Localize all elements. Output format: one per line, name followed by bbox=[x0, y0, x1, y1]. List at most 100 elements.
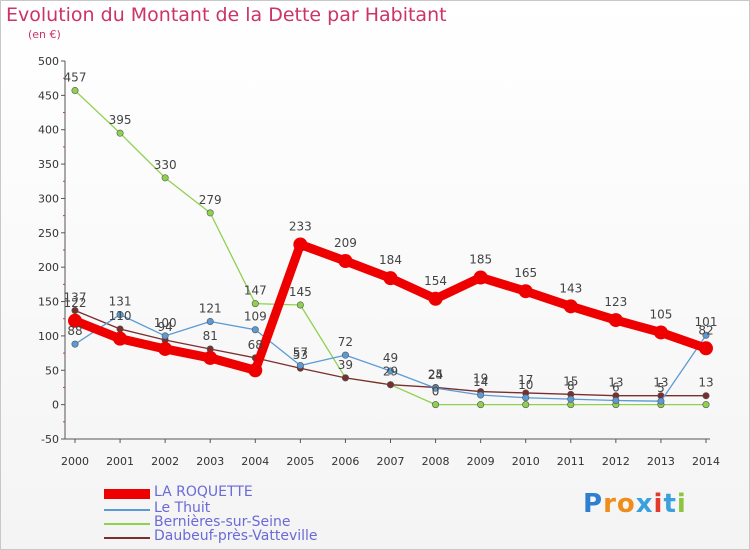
data-label: 184 bbox=[379, 253, 402, 267]
x-tick-label: 2011 bbox=[557, 455, 585, 468]
data-label: 185 bbox=[469, 252, 492, 266]
data-point bbox=[386, 367, 394, 375]
y-tick-label: 300 bbox=[38, 192, 59, 205]
data-label: 29 bbox=[383, 365, 398, 379]
data-point bbox=[522, 394, 530, 402]
legend-swatch bbox=[104, 489, 150, 499]
x-tick-label: 2009 bbox=[467, 455, 495, 468]
data-label: 5 bbox=[657, 381, 665, 395]
y-tick-label: 400 bbox=[38, 124, 59, 137]
x-tick-label: 2000 bbox=[61, 455, 89, 468]
data-label: 39 bbox=[338, 358, 353, 372]
data-label: 110 bbox=[109, 309, 132, 323]
data-point bbox=[432, 401, 440, 409]
y-tick-label: 150 bbox=[38, 296, 59, 309]
data-point bbox=[158, 341, 173, 356]
data-label: 105 bbox=[649, 307, 672, 321]
data-label: 72 bbox=[338, 335, 353, 349]
data-point bbox=[161, 174, 169, 182]
data-point bbox=[522, 401, 530, 409]
data-label: 457 bbox=[64, 71, 87, 85]
data-point bbox=[206, 209, 214, 217]
x-tick-label: 2008 bbox=[422, 455, 450, 468]
data-label: 209 bbox=[334, 236, 357, 250]
logo-letter: t bbox=[663, 489, 677, 519]
data-point bbox=[702, 331, 710, 339]
logo-letter: r bbox=[603, 489, 617, 519]
x-tick-label: 2013 bbox=[647, 455, 675, 468]
data-point bbox=[612, 397, 620, 405]
data-label: 19 bbox=[473, 372, 488, 386]
data-label: 53 bbox=[293, 348, 308, 362]
y-tick-label: -50 bbox=[41, 433, 59, 446]
logo-letter: i bbox=[676, 489, 687, 519]
x-tick-label: 2002 bbox=[151, 455, 179, 468]
data-label: 279 bbox=[199, 193, 222, 207]
x-tick-label: 2006 bbox=[331, 455, 359, 468]
data-label: 68 bbox=[248, 338, 263, 352]
data-point bbox=[563, 299, 578, 314]
data-point bbox=[477, 391, 485, 399]
data-label: 395 bbox=[109, 113, 132, 127]
data-point bbox=[203, 350, 218, 365]
data-label: 109 bbox=[244, 310, 267, 324]
data-label: 6 bbox=[612, 381, 620, 395]
data-point bbox=[702, 401, 710, 409]
chart-title: Evolution du Montant de la Dette par Hab… bbox=[6, 4, 447, 26]
data-label: 147 bbox=[244, 284, 267, 298]
logo-letter: x bbox=[635, 489, 654, 519]
data-point bbox=[386, 381, 394, 389]
data-point bbox=[653, 325, 668, 340]
data-label: 101 bbox=[695, 315, 718, 329]
x-tick-label: 2005 bbox=[286, 455, 314, 468]
data-point bbox=[71, 87, 79, 95]
legend-label: Le Thuit bbox=[154, 500, 211, 516]
data-label: 25 bbox=[428, 367, 443, 381]
data-point bbox=[116, 325, 124, 333]
data-label: 24 bbox=[428, 368, 443, 382]
legend-label: Bernières-sur-Seine bbox=[154, 514, 291, 530]
x-tick-label: 2003 bbox=[196, 455, 224, 468]
data-point bbox=[383, 271, 398, 286]
x-tick-label: 2004 bbox=[241, 455, 269, 468]
y-tick-label: 50 bbox=[45, 364, 59, 377]
data-point bbox=[608, 313, 623, 328]
x-tick-label: 2010 bbox=[512, 455, 540, 468]
x-tick-label: 2014 bbox=[692, 455, 720, 468]
y-tick-label: 200 bbox=[38, 261, 59, 274]
data-point bbox=[567, 395, 575, 403]
data-label: 82 bbox=[698, 323, 713, 337]
legend-swatch bbox=[104, 509, 150, 511]
data-label: 8 bbox=[567, 379, 575, 393]
data-point bbox=[428, 291, 443, 306]
data-label: 57 bbox=[293, 345, 308, 359]
data-point bbox=[71, 306, 79, 314]
data-label: 17 bbox=[518, 373, 533, 387]
y-tick-label: 350 bbox=[38, 158, 59, 171]
data-point bbox=[251, 326, 259, 334]
logo-letter: i bbox=[653, 489, 664, 519]
data-label: 13 bbox=[698, 376, 713, 390]
data-point bbox=[473, 270, 488, 285]
x-tick-label: 2001 bbox=[106, 455, 134, 468]
data-label: 154 bbox=[424, 274, 447, 288]
data-point bbox=[116, 129, 124, 137]
data-point bbox=[71, 340, 79, 348]
data-label: 49 bbox=[383, 351, 398, 365]
data-point bbox=[113, 331, 128, 346]
data-label: 165 bbox=[514, 266, 537, 280]
data-label: 122 bbox=[64, 296, 87, 310]
logo-letter: o bbox=[616, 489, 636, 519]
data-point bbox=[116, 311, 124, 319]
data-label: 330 bbox=[154, 158, 177, 172]
data-label: 14 bbox=[473, 375, 488, 389]
data-label: 233 bbox=[289, 220, 312, 234]
data-point bbox=[251, 300, 259, 308]
data-label: 15 bbox=[563, 374, 578, 388]
legend-label: LA ROQUETTE bbox=[154, 484, 253, 500]
data-point bbox=[432, 384, 440, 392]
data-point bbox=[341, 374, 349, 382]
data-point bbox=[657, 397, 665, 405]
data-label: 143 bbox=[559, 281, 582, 295]
